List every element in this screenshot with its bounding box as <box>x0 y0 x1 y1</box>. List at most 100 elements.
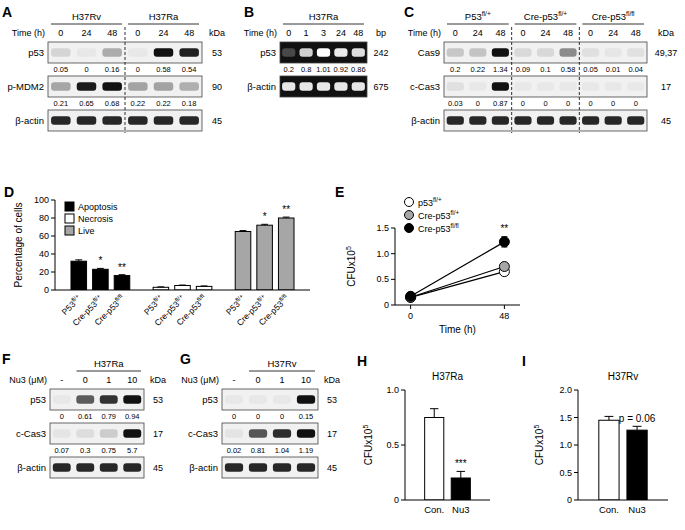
blot-strip <box>50 389 144 410</box>
size-label: 17 <box>327 429 337 439</box>
bar <box>71 261 87 290</box>
y-tick <box>51 200 55 201</box>
legend-label: Apoptosis <box>78 202 118 212</box>
label-superscript: 5 <box>362 425 369 429</box>
error-bar <box>633 426 642 430</box>
group-underline <box>128 24 199 25</box>
label-superscript: fl/+ <box>256 293 266 303</box>
blot-strip <box>222 423 318 444</box>
row-label: β-actin <box>15 115 44 126</box>
panel-letter: F <box>2 351 11 367</box>
band-value: 0.65 <box>79 99 94 108</box>
label-superscript: 5 <box>345 246 352 250</box>
band <box>154 82 174 90</box>
x-tick-label: Nu3 <box>628 504 645 515</box>
band <box>352 48 365 56</box>
y-tick-label: 1.0 <box>376 249 389 259</box>
group-label: Cre-p53fl/+ <box>524 10 567 22</box>
size-label: 242 <box>373 48 388 58</box>
lane-label: 0 <box>83 375 88 385</box>
band-value: 0 <box>521 99 525 108</box>
y-tick <box>574 445 578 446</box>
band-value: 1.19 <box>299 446 314 455</box>
band <box>154 48 174 56</box>
loading-band <box>537 116 554 124</box>
y-tick <box>51 218 55 219</box>
y-tick <box>574 500 578 501</box>
unit-label: kDa <box>324 375 340 385</box>
lane-label: 24 <box>608 28 618 38</box>
lane-label: 48 <box>495 28 505 38</box>
size-label: 17 <box>661 82 671 92</box>
label-superscript: fl/+ <box>174 293 184 303</box>
blot-strip <box>444 42 647 63</box>
band <box>102 82 122 90</box>
title: H37Rv <box>608 371 639 382</box>
label-text: P53 <box>465 11 482 22</box>
band-value: 0 <box>566 99 570 108</box>
lane-label: 48 <box>353 28 363 38</box>
size-label: 17 <box>153 429 163 439</box>
x-tick-label: Con. <box>424 504 444 515</box>
loading-band <box>282 82 295 90</box>
band <box>249 429 267 437</box>
plot-area <box>71 217 294 290</box>
y-tick-label: 0 <box>384 300 389 310</box>
group-label: H37Ra <box>309 11 339 22</box>
band-value: 0.81 <box>251 446 266 455</box>
lane-axis-label: Nu3 (μM) <box>9 375 47 385</box>
loading-band <box>582 116 599 124</box>
band <box>100 395 118 403</box>
loading-band <box>605 116 622 124</box>
band <box>605 48 622 56</box>
y-tick-label: 40 <box>39 249 49 259</box>
loading-band <box>447 116 464 124</box>
label-text: Cre-p53 <box>592 11 626 22</box>
band <box>273 429 291 437</box>
group-label: H37Rv <box>267 358 296 369</box>
label-superscript: fl/fl <box>196 293 206 303</box>
label-superscript: fl/+ <box>451 209 460 216</box>
x-tick-label: Nu3 <box>452 504 469 515</box>
row-label: β-actin <box>17 462 46 473</box>
y-tick-label: 0 <box>567 495 572 505</box>
error-bar <box>430 409 438 418</box>
x-tick-label: Con. <box>599 504 619 515</box>
band-value: 0.15 <box>299 412 314 421</box>
loading-band <box>559 116 576 124</box>
band-value: 0.86 <box>351 65 366 74</box>
x-tick-label: Cre-p53fl/fl <box>256 293 290 327</box>
lane-label: 0 <box>520 28 525 38</box>
loading-band <box>299 82 312 90</box>
band-value: 0.18 <box>182 99 197 108</box>
x-tick-label: 48 <box>499 311 509 321</box>
band-value: 0.92 <box>334 65 349 74</box>
size-label: 45 <box>153 463 163 473</box>
y-axis <box>395 228 396 305</box>
row-label: p53 <box>260 47 276 58</box>
blot-panel: CP53fl/+Cre-p53fl/+Cre-p53fl/flTime (h)0… <box>404 4 677 133</box>
panel-letter: A <box>2 4 12 20</box>
lane-label: 0 <box>135 28 140 38</box>
panel-letter: D <box>4 184 14 200</box>
lane-axis-label: Nu3 (μM) <box>181 375 219 385</box>
panel-letter: G <box>180 351 191 367</box>
band-value: 1.34 <box>493 65 508 74</box>
band <box>447 48 464 56</box>
y-axis-label: CFUx105 <box>533 425 545 466</box>
annotation: *** <box>455 458 467 469</box>
band <box>77 82 97 90</box>
band <box>51 82 71 90</box>
lane-label: 1 <box>106 375 111 385</box>
x-axis-label: Time (h) <box>439 324 476 335</box>
label-text: Cre-p53 <box>524 11 558 22</box>
y-tick-label: 1.0 <box>559 440 572 450</box>
lane-label: 1 <box>304 28 309 38</box>
y-axis-label: CFUx105 <box>362 425 374 466</box>
label-superscript: fl/fl <box>626 10 635 17</box>
unit-label: kDa <box>658 28 674 38</box>
group-label: P53fl/+ <box>465 10 491 22</box>
group-divider <box>579 27 580 133</box>
lane-label: 10 <box>301 375 311 385</box>
blot-strip <box>50 423 144 444</box>
